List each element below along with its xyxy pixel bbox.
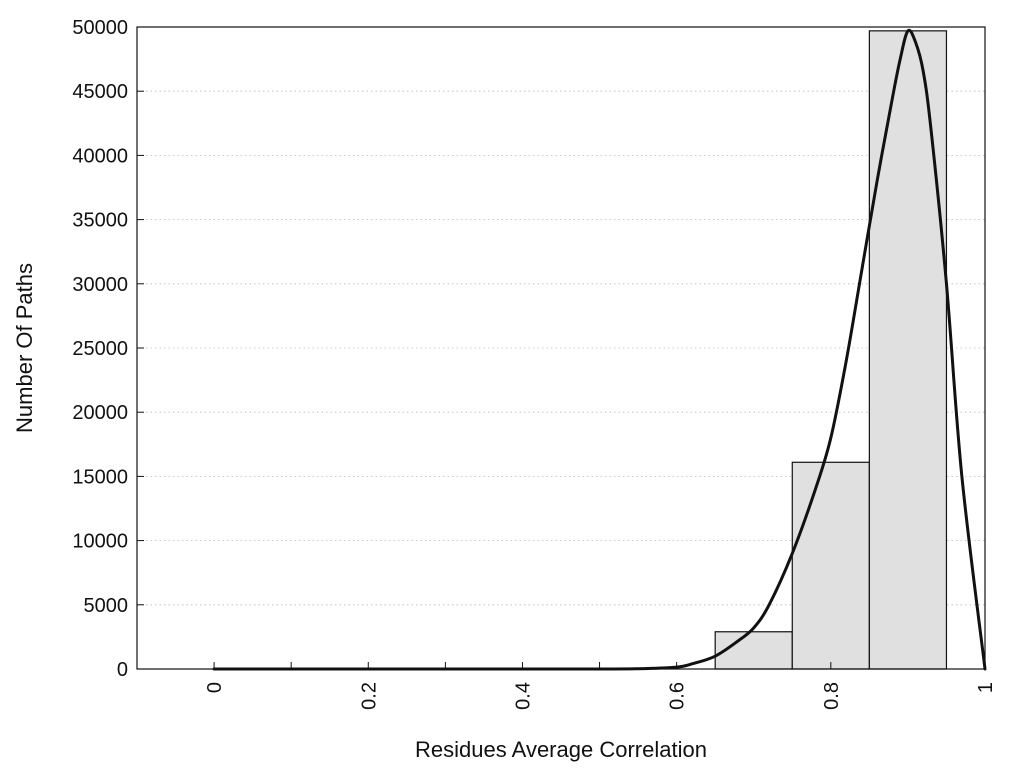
x-tick-label: 0 [204,682,226,693]
y-tick-label: 0 [117,659,128,681]
x-tick-label: 1 [975,682,997,693]
y-tick-label: 50000 [72,17,128,39]
y-tick-label: 40000 [72,145,128,167]
y-tick-label: 35000 [72,210,128,232]
x-tick-label: 0.8 [821,682,843,710]
y-tick-label: 5000 [84,595,129,617]
x-tick-label: 0.4 [512,682,534,710]
x-tick-label: 0.2 [358,682,380,710]
label-layer: Residues Average Correlation Number Of P… [12,263,707,762]
histogram-bar [868,30,948,670]
y-tick-label: 45000 [72,81,128,103]
bar-layer [714,30,948,670]
histogram-bar [791,461,870,670]
y-tick-label: 25000 [72,338,128,360]
y-tick-label: 10000 [72,531,128,553]
tick-layer: 0 5000 10000 15000 20000 25000 30000 35000 40000… [72,17,997,710]
y-tick-label: 30000 [72,274,128,296]
y-tick-label: 20000 [72,402,128,424]
x-axis-label: Residues Average Correlation [415,737,707,762]
y-tick-label: 15000 [72,466,128,488]
y-axis-label: Number Of Paths [12,263,37,433]
x-tick-label: 0.6 [667,682,689,710]
